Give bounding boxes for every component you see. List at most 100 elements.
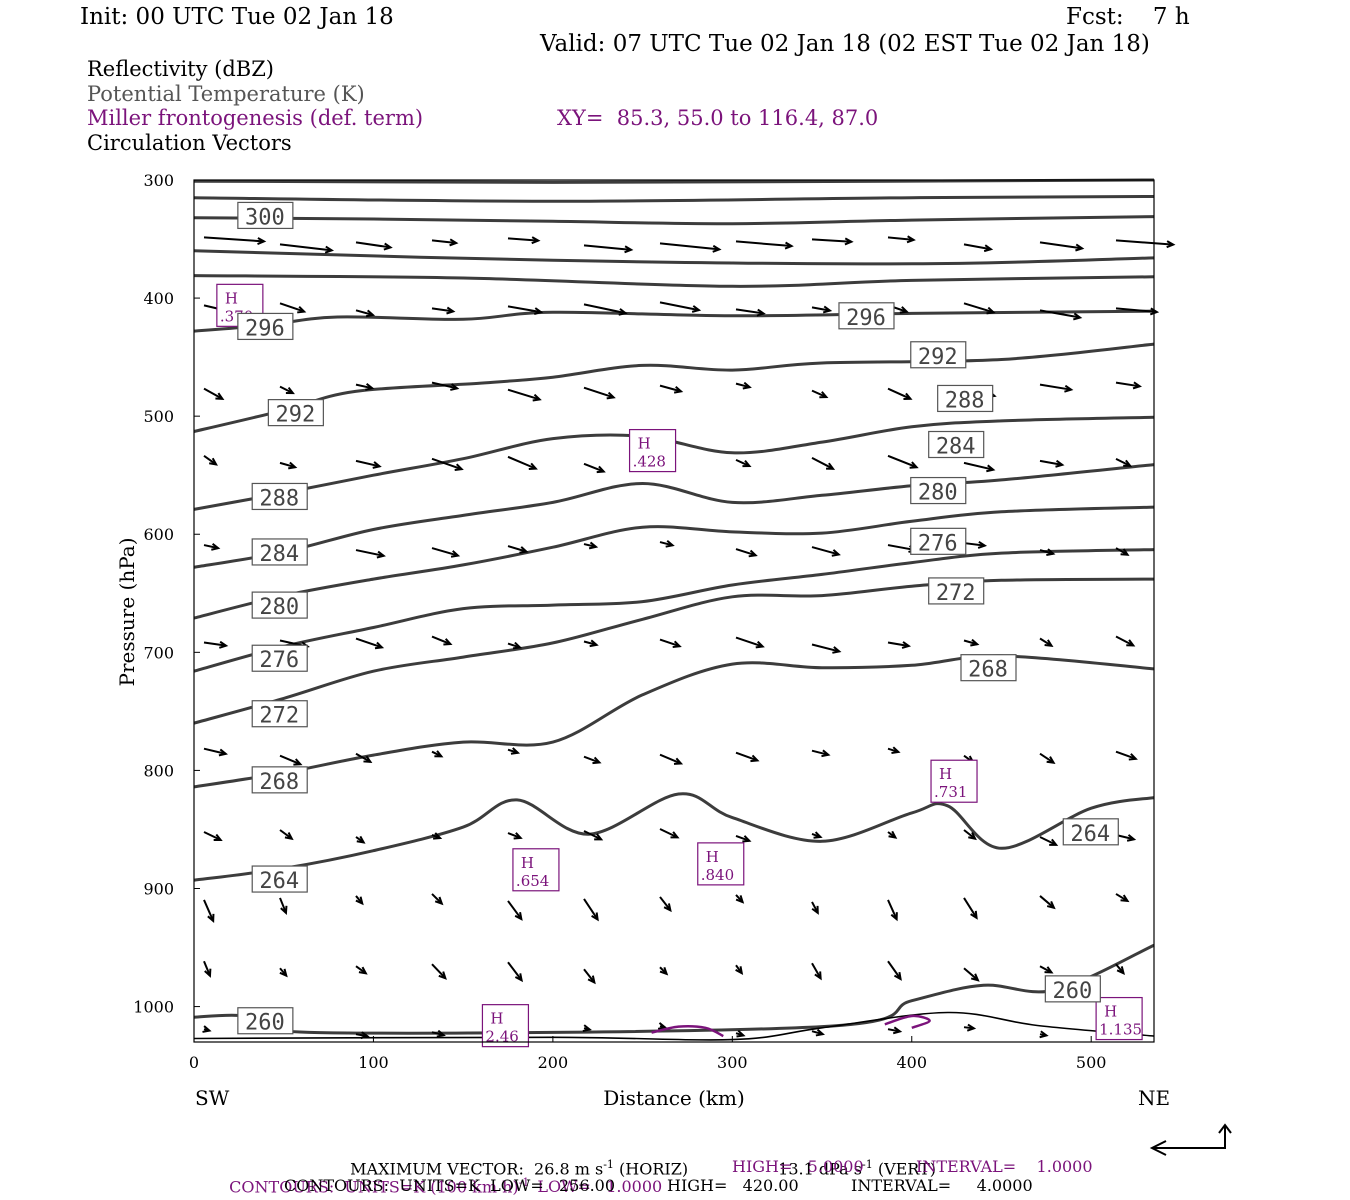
circulation-vector [1115, 307, 1157, 314]
circulation-vector-head [890, 912, 898, 922]
circulation-vector [583, 386, 614, 399]
circulation-vector [431, 239, 457, 245]
circulation-vector [1115, 457, 1131, 467]
isentrope-label-box [251, 700, 308, 728]
circulation-vector [583, 755, 600, 764]
x-tick-label: 100 [358, 1053, 389, 1072]
frontogenesis-contour-high: HIGH= 5.0000 [732, 1157, 864, 1176]
circulation-vector [1039, 459, 1063, 466]
circulation-vector [355, 549, 384, 557]
legend-reflectivity: Reflectivity (dBZ) [87, 57, 275, 81]
circulation-vector-head [434, 750, 444, 758]
cross-section-coordinates: XY= 85.3, 55.0 to 116.4, 87.0 [557, 106, 879, 130]
circulation-vector-head [532, 393, 542, 402]
y-tick-label: 600 [143, 525, 174, 544]
circulation-vector [659, 828, 678, 839]
circulation-vector [1115, 834, 1135, 841]
circulation-vector-head [356, 835, 366, 844]
circulation-vector-head [519, 546, 529, 554]
circulation-vector-head [1064, 384, 1074, 393]
circulation-vector-head [1046, 901, 1056, 910]
circulation-vector [659, 384, 682, 393]
circulation-vector [203, 960, 211, 977]
circulation-vector [659, 638, 680, 648]
circulation-vector-head [742, 381, 752, 390]
circulation-vector-head [588, 541, 599, 550]
circulation-vector-head [891, 746, 901, 754]
isentrope-line [193, 274, 1155, 288]
isentrope-line [193, 309, 1155, 333]
x-tick-label: 400 [896, 1053, 927, 1072]
circulation-vector-head [1046, 756, 1056, 764]
circulation-vector [431, 547, 459, 557]
x-tick-label: 500 [1076, 1053, 1107, 1072]
frontogenesis-max-h: H [521, 854, 534, 872]
circulation-vector-head [293, 758, 303, 766]
y-tick-label: 900 [143, 879, 174, 898]
circulation-vector [811, 546, 839, 556]
circulation-vector-head [324, 245, 335, 254]
isentrope-line [193, 195, 1155, 203]
circulation-vector [583, 303, 626, 315]
circulation-vector-head [589, 639, 599, 648]
circulation-vector [887, 454, 917, 469]
theta-contour-interval: INTERVAL= 4.0000 [851, 1176, 1033, 1195]
circulation-vector-head [207, 913, 215, 923]
circulation-vector-head [968, 832, 977, 841]
frontogenesis-max-box [697, 842, 745, 886]
circulation-vector-head [1166, 240, 1176, 249]
circulation-vector-head [218, 748, 228, 757]
legend-potential-temperature: Potential Temperature (K) [87, 82, 365, 106]
circulation-vector [279, 829, 293, 840]
circulation-vector-head [360, 1031, 370, 1040]
circulation-vector [887, 960, 902, 980]
circulation-vector-head [1120, 894, 1130, 903]
circulation-vector [1039, 836, 1057, 846]
circulation-vector-head [513, 832, 523, 840]
circulation-vector-head [624, 245, 634, 254]
circulation-vector-head [832, 646, 842, 654]
plot-frame [193, 179, 1155, 1043]
theta-contour-high: HIGH= 420.00 [667, 1176, 799, 1195]
circulation-vector-head [1075, 243, 1085, 252]
circulation-vector-head [986, 306, 996, 315]
circulation-vector-head [533, 307, 544, 315]
isentrope-label-box [910, 527, 967, 555]
circulation-vector-head [888, 830, 898, 839]
max-vector-vert: 13.1 dPa s-1 (VERT) [768, 1139, 936, 1178]
circulation-vector [963, 243, 992, 251]
forecast-hour: Fcst: 7 h [1066, 4, 1190, 30]
isentrope-label: 300 [245, 205, 285, 230]
y-tick-label: 400 [143, 289, 174, 308]
circulation-vector [1115, 750, 1137, 760]
circulation-vector-head [986, 464, 996, 473]
axes-layer: 0 100 200 300 400 500 300 400 500 600 700 800 900 100… [133, 171, 1106, 1072]
isentrope-label: 280 [918, 481, 958, 506]
circulation-vector [279, 243, 332, 252]
circulation-vector-head [1044, 639, 1054, 648]
circulation-vector-head [438, 971, 447, 980]
legend-frontogenesis: Miller frontogenesis (def. term) [87, 106, 424, 130]
circulation-vector-head [436, 1029, 446, 1038]
max-vector-line: MAXIMUM VECTOR: 26.8 m s-1 (HORIZ) [340, 1139, 688, 1178]
isentrope-label: 272 [936, 581, 976, 606]
circulation-vector-head [742, 835, 752, 843]
circulation-vector-head [209, 457, 218, 466]
circulation-vector [431, 963, 447, 979]
circulation-vector-head [204, 968, 212, 978]
circulation-vector [659, 896, 672, 911]
circulation-vector-head [892, 1026, 903, 1035]
circulation-vector-head [672, 640, 682, 649]
y-tick-label: 700 [143, 643, 174, 662]
circulation-vector [203, 641, 227, 647]
circulation-vector [1039, 895, 1055, 909]
circulation-vector-head [977, 541, 988, 549]
circulation-vector-head [257, 237, 267, 245]
init-time: Init: 00 UTC Tue 02 Jan 18 [80, 4, 394, 30]
isentrope-line [193, 505, 1155, 620]
isentrope-label: 296 [245, 316, 285, 341]
circulation-vector [507, 455, 537, 470]
circulation-vector-head [1073, 312, 1083, 321]
frontogenesis-max-h: H [225, 289, 238, 307]
circulation-vector [1039, 309, 1081, 319]
